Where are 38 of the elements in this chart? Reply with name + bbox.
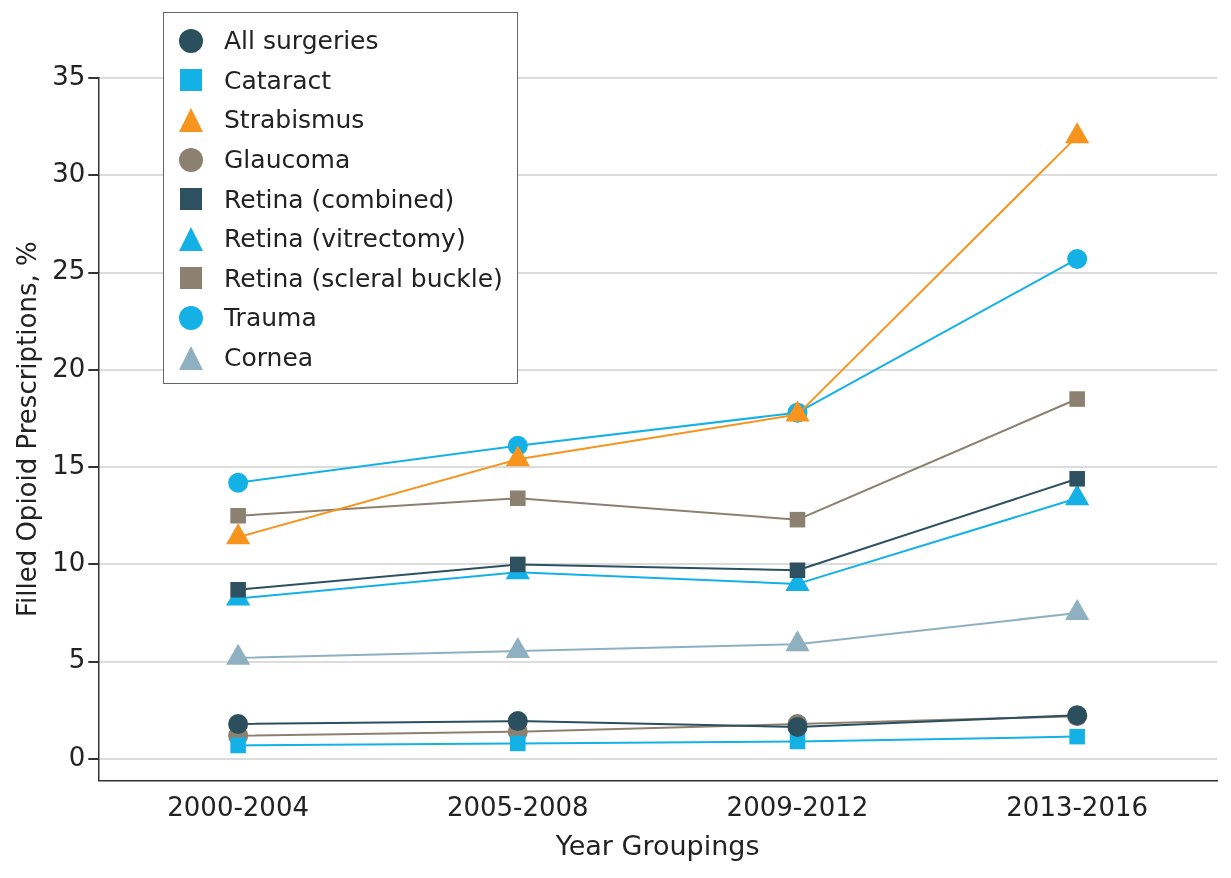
legend-label: All surgeries [224,26,379,56]
x-axis-title: Year Groupings [554,829,760,861]
point [507,711,528,732]
y-tick-label: 5 [68,644,86,675]
y-axis-title: Filled Opioid Prescriptions, % [12,241,43,618]
point [1069,728,1085,745]
point [228,713,249,734]
legend-label: Strabismus [224,105,365,135]
point [1069,391,1085,407]
x-tick-label: 2000-2004 [167,791,309,822]
legend-label: Retina (vitrectomy) [224,224,466,254]
point [510,490,526,507]
legend-label: Trauma [224,303,317,333]
legend-label: Cornea [224,343,314,373]
x-tick-label: 2009-2012 [726,791,869,822]
y-tick-label: 0 [68,741,86,772]
legend-label: Glaucoma [224,145,351,175]
point [230,581,246,598]
x-tick-label: 2013-2016 [1006,791,1149,822]
point [230,737,246,754]
point [789,511,806,528]
y-tick-label: 10 [52,547,86,578]
y-tick-label: 25 [52,255,86,286]
point [228,472,249,493]
y-tick-label: 15 [52,449,86,480]
point [1067,248,1088,269]
legend-label: Cataract [224,65,332,95]
point [1069,471,1085,487]
point [510,735,526,752]
legend-label: Retina (combined) [224,184,455,214]
point [510,556,526,573]
y-tick-label: 30 [52,158,86,189]
y-tick-label: 20 [52,352,86,383]
point [230,508,246,524]
y-tick-label: 35 [52,60,86,91]
x-tick-label: 2005-2008 [446,791,589,822]
point [789,562,806,579]
legend-label: Retina (scleral buckle) [224,263,503,293]
